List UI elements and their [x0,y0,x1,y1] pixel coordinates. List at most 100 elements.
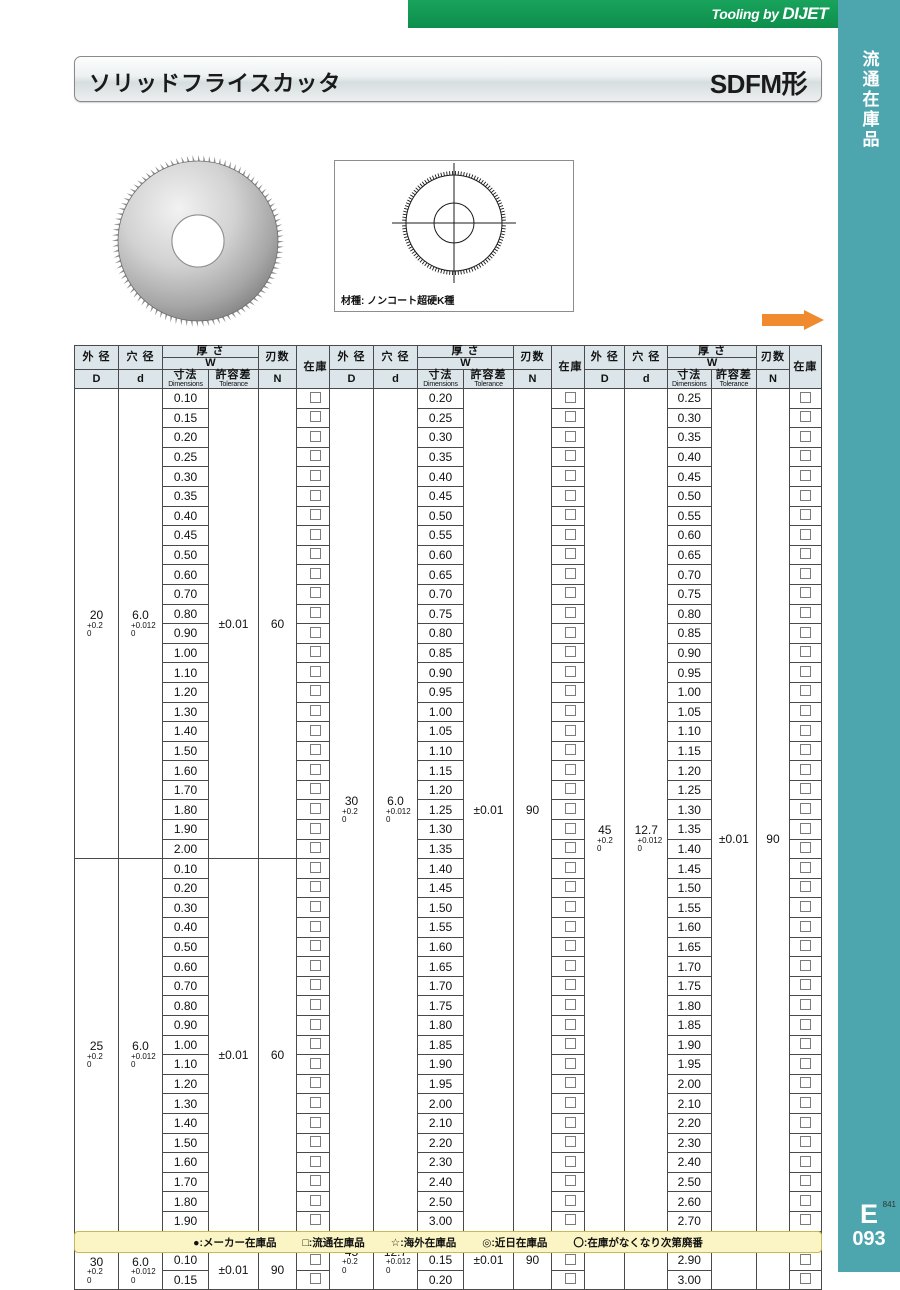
stock-checkbox-icon[interactable] [565,607,576,618]
stock-checkbox-icon[interactable] [565,921,576,932]
cell-stock-checkbox[interactable] [789,1094,821,1114]
cell-stock-checkbox[interactable] [789,741,821,761]
stock-checkbox-icon[interactable] [800,901,811,912]
cell-stock-checkbox[interactable] [789,878,821,898]
stock-checkbox-icon[interactable] [565,979,576,990]
stock-checkbox-icon[interactable] [565,1077,576,1088]
cell-stock-checkbox[interactable] [789,1055,821,1075]
stock-checkbox-icon[interactable] [310,666,321,677]
stock-checkbox-icon[interactable] [310,725,321,736]
stock-checkbox-icon[interactable] [310,783,321,794]
stock-checkbox-icon[interactable] [310,607,321,618]
stock-checkbox-icon[interactable] [565,627,576,638]
cell-stock-checkbox[interactable] [789,447,821,467]
stock-checkbox-icon[interactable] [310,940,321,951]
stock-checkbox-icon[interactable] [565,1038,576,1049]
stock-checkbox-icon[interactable] [565,940,576,951]
cell-stock-checkbox[interactable] [789,1172,821,1192]
stock-checkbox-icon[interactable] [310,431,321,442]
stock-checkbox-icon[interactable] [800,921,811,932]
stock-checkbox-icon[interactable] [310,1058,321,1069]
stock-checkbox-icon[interactable] [310,960,321,971]
stock-checkbox-icon[interactable] [800,764,811,775]
cell-stock-checkbox[interactable] [789,1153,821,1173]
stock-checkbox-icon[interactable] [310,803,321,814]
stock-checkbox-icon[interactable] [800,940,811,951]
stock-checkbox-icon[interactable] [310,509,321,520]
stock-checkbox-icon[interactable] [310,450,321,461]
stock-checkbox-icon[interactable] [310,1214,321,1225]
stock-checkbox-icon[interactable] [565,1136,576,1147]
stock-checkbox-icon[interactable] [800,607,811,618]
cell-stock-checkbox[interactable] [789,800,821,820]
cell-stock-checkbox[interactable] [789,682,821,702]
cell-stock-checkbox[interactable] [789,722,821,742]
stock-checkbox-icon[interactable] [565,764,576,775]
stock-checkbox-icon[interactable] [565,1117,576,1128]
stock-checkbox-icon[interactable] [310,764,321,775]
stock-checkbox-icon[interactable] [565,1214,576,1225]
stock-checkbox-icon[interactable] [800,1254,811,1265]
stock-checkbox-icon[interactable] [800,1097,811,1108]
stock-checkbox-icon[interactable] [565,1019,576,1030]
cell-stock-checkbox[interactable] [789,1113,821,1133]
stock-checkbox-icon[interactable] [800,1038,811,1049]
stock-checkbox-icon[interactable] [800,803,811,814]
cell-stock-checkbox[interactable] [789,506,821,526]
stock-checkbox-icon[interactable] [310,1038,321,1049]
stock-checkbox-icon[interactable] [310,529,321,540]
stock-checkbox-icon[interactable] [565,1058,576,1069]
stock-checkbox-icon[interactable] [565,470,576,481]
stock-checkbox-icon[interactable] [565,999,576,1010]
stock-checkbox-icon[interactable] [565,666,576,677]
stock-checkbox-icon[interactable] [310,1136,321,1147]
cell-stock-checkbox[interactable] [789,1211,821,1231]
stock-checkbox-icon[interactable] [310,1019,321,1030]
cell-stock-checkbox[interactable] [789,1270,821,1290]
stock-checkbox-icon[interactable] [800,725,811,736]
stock-checkbox-icon[interactable] [565,431,576,442]
stock-checkbox-icon[interactable] [800,1156,811,1167]
stock-checkbox-icon[interactable] [800,1136,811,1147]
cell-stock-checkbox[interactable] [789,1016,821,1036]
stock-checkbox-icon[interactable] [310,1077,321,1088]
stock-checkbox-icon[interactable] [565,568,576,579]
stock-checkbox-icon[interactable] [565,862,576,873]
stock-checkbox-icon[interactable] [310,1254,321,1265]
cell-stock-checkbox[interactable] [789,996,821,1016]
stock-checkbox-icon[interactable] [565,1195,576,1206]
stock-checkbox-icon[interactable] [565,1254,576,1265]
stock-checkbox-icon[interactable] [310,1117,321,1128]
stock-checkbox-icon[interactable] [310,842,321,853]
cell-stock-checkbox[interactable] [789,1074,821,1094]
cell-stock-checkbox[interactable] [789,467,821,487]
stock-checkbox-icon[interactable] [800,548,811,559]
stock-checkbox-icon[interactable] [800,960,811,971]
stock-checkbox-icon[interactable] [800,842,811,853]
stock-checkbox-icon[interactable] [800,666,811,677]
stock-checkbox-icon[interactable] [800,979,811,990]
stock-checkbox-icon[interactable] [565,744,576,755]
stock-checkbox-icon[interactable] [310,646,321,657]
cell-stock-checkbox[interactable] [789,761,821,781]
stock-checkbox-icon[interactable] [800,705,811,716]
stock-checkbox-icon[interactable] [800,1077,811,1088]
stock-checkbox-icon[interactable] [565,548,576,559]
stock-checkbox-icon[interactable] [565,490,576,501]
stock-checkbox-icon[interactable] [310,823,321,834]
stock-checkbox-icon[interactable] [310,979,321,990]
stock-checkbox-icon[interactable] [310,685,321,696]
stock-checkbox-icon[interactable] [310,999,321,1010]
cell-stock-checkbox[interactable] [789,624,821,644]
stock-checkbox-icon[interactable] [800,862,811,873]
stock-checkbox-icon[interactable] [800,529,811,540]
stock-checkbox-icon[interactable] [565,392,576,403]
stock-checkbox-icon[interactable] [800,392,811,403]
cell-stock-checkbox[interactable] [789,839,821,859]
stock-checkbox-icon[interactable] [565,842,576,853]
stock-checkbox-icon[interactable] [565,960,576,971]
cell-stock-checkbox[interactable] [789,1251,821,1271]
stock-checkbox-icon[interactable] [565,725,576,736]
stock-checkbox-icon[interactable] [565,1273,576,1284]
stock-checkbox-icon[interactable] [310,1195,321,1206]
